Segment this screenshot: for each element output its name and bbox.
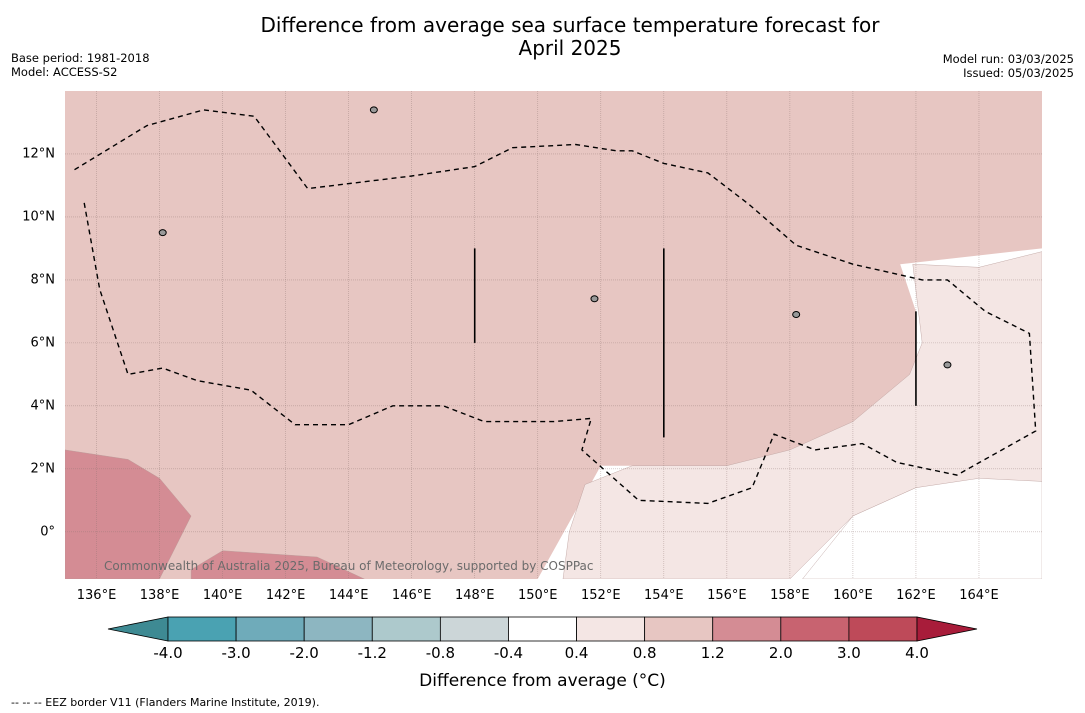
plot-area [65,91,1042,579]
chart-title: Difference from average sea surface temp… [170,14,970,60]
colorbar-extend-low [107,616,169,642]
anomaly-region-1-2-to-2-0 [190,550,365,579]
island-yap [158,229,167,237]
colorbar-tick-label: -0.8 [425,644,455,662]
colorbar-segment [371,616,441,642]
base-period: Base period: 1981-2018 [11,51,150,65]
x-tick-label: 164°E [959,588,999,603]
colorbar-segment [848,616,918,642]
y-tick-label: 8°N [30,272,56,288]
issued-date: Issued: 05/03/2025 [963,66,1074,80]
colorbar-segment [576,616,646,642]
x-tick-label: 136°E [76,588,117,603]
title-line-1: Difference from average sea surface temp… [260,13,880,37]
x-tick-label: 162°E [896,588,936,603]
x-tick-label: 150°E [517,588,558,603]
colorbar-segment [712,616,782,642]
colorbar-segment [439,616,509,642]
colorbar-extend-high [916,616,978,642]
colorbar-tick-label: -4.0 [153,644,183,662]
colorbar-tick-label: 2.0 [768,644,793,662]
eez-border-line [74,109,1037,505]
x-tick-label: 160°E [833,588,873,603]
x-tick-label: 148°E [454,588,495,603]
colorbar-segment [644,616,714,642]
x-tick-label: 144°E [328,588,369,603]
y-tick-label: 12°N [22,146,55,162]
colorbar-tick-label: 4.0 [905,644,929,662]
island-kosrae [943,361,952,369]
y-tick-label: 10°N [22,209,55,225]
y-tick-label: 6°N [30,335,56,351]
credit-text: Commonwealth of Australia 2025, Bureau o… [104,559,594,573]
x-tick-label: 154°E [644,588,684,603]
colorbar-tick-label: -3.0 [221,644,251,662]
x-tick-label: 146°E [391,588,432,603]
x-tick-label: 156°E [707,588,747,603]
model-run: Model run: 03/03/2025 [942,52,1074,66]
eez-footnote: -- -- -- EEZ border V11 (Flanders Marine… [11,696,320,709]
colorbar-tick-label: 0.8 [632,644,657,662]
anomaly-region-1-2-to-2-0 [65,449,192,579]
island-pohnpei [792,311,801,319]
y-tick-label: 4°N [30,398,56,414]
colorbar-tick-label: 1.2 [700,644,725,662]
colorbar-title: Difference from average (°C) [419,671,666,691]
run-info: Model run: 03/03/2025 Issued: 05/03/2025 [943,52,1074,80]
colorbar-tick-label: 3.0 [836,644,861,662]
model-name: Model: ACCESS-S2 [11,65,118,79]
island-chuuk [590,295,599,303]
colorbar-segment [235,616,305,642]
x-tick-label: 158°E [770,588,810,603]
colorbar-tick-label: -0.4 [493,644,524,662]
x-tick-label: 140°E [202,588,243,603]
anomaly-region-0-8-to-1-2 [65,91,1042,579]
colorbar-tick-label: 0.4 [564,644,589,662]
y-tick-label: 2°N [30,461,56,477]
model-info: Base period: 1981-2018 Model: ACCESS-S2 [11,51,150,79]
x-tick-label: 152°E [581,588,621,603]
y-tick-label: 0° [40,524,55,540]
colorbar-segment [303,616,373,642]
island-guam [369,106,378,114]
colorbar-segment [780,616,850,642]
colorbar-tick-label: -1.2 [357,644,387,662]
colorbar-tick-label: -2.0 [289,644,319,662]
x-tick-label: 142°E [265,588,306,603]
x-tick-label: 138°E [139,588,180,603]
title-line-2: April 2025 [518,36,622,60]
colorbar-segment [508,616,577,642]
colorbar-segment [167,616,237,642]
